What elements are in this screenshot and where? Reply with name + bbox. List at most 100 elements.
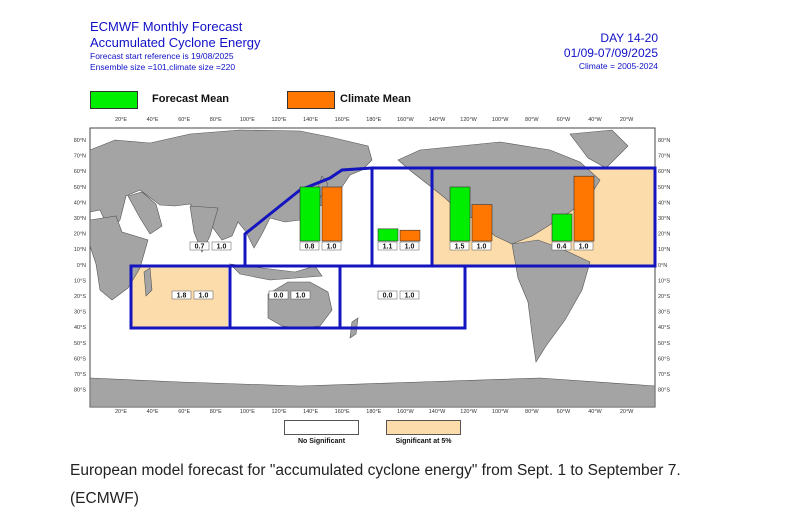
lat-label-right: 20°N [658, 232, 670, 238]
lon-label-top: 20°W [620, 117, 634, 123]
ratio-climate-label-box [399, 290, 420, 300]
legend-forecast-swatch [90, 91, 138, 109]
lon-label-top: 100°W [492, 117, 509, 123]
lon-label-top: 80°E [210, 117, 222, 123]
lat-label-left: 30°N [74, 216, 86, 222]
lat-label-left: 40°S [74, 325, 86, 331]
bar-marks [299, 175, 595, 242]
lon-label-bottom: 160°W [397, 409, 414, 415]
lon-label-bottom: 80°E [210, 409, 222, 415]
lat-label-right: 40°N [658, 200, 670, 206]
day-range: DAY 14-20 [600, 31, 658, 45]
legend-climate-swatch [287, 91, 335, 109]
ratio-forecast-label: 0.4 [557, 244, 567, 251]
bar-forecast [299, 186, 321, 242]
lat-label-right: 50°N [658, 185, 670, 191]
ace-map-chart: 20°E 40°E 60°E 80°E 100°E 120°E 140°E 160°E 180°… [74, 117, 671, 415]
lat-labels-right: 80°N 70°N 60°N 50°N 40°N 30°N 20°N 10°N 0°N 10°S 2… [658, 138, 670, 394]
bar-forecast [551, 213, 573, 242]
ratio-labels: 0.7 1.0 0.8 1.0 1.1 1.0 1.5 1.0 0.4 1.0 1.8 1.0 0.0 1… [171, 241, 594, 300]
ratio-forecast-label-box [551, 241, 572, 251]
ratio-climate-label: 1.0 [296, 293, 306, 300]
lat-label-left: 80°N [74, 138, 86, 144]
ratio-climate-label-box [321, 241, 342, 251]
legend-significant: Significant at 5% [386, 420, 461, 445]
lon-label-bottom: 100°W [492, 409, 509, 415]
lat-label-left: 0°N [77, 263, 86, 269]
lon-label-bottom: 60°E [178, 409, 190, 415]
land-indonesia [229, 263, 323, 281]
lon-label-bottom: 120°W [460, 409, 477, 415]
bar-climate [321, 186, 343, 242]
lon-label-bottom: 60°W [557, 409, 571, 415]
legend-forecast-label: Forecast Mean [152, 93, 230, 105]
ratio-climate-label-box [573, 241, 594, 251]
lon-label-bottom: 40°W [588, 409, 602, 415]
lon-label-top: 20°E [115, 117, 127, 123]
ratio-forecast-label-box [171, 290, 192, 300]
grid-labels: 20°E 40°E 60°E 80°E 100°E 120°E 140°E 160°E 180°… [74, 117, 671, 415]
ratio-climate-label-box [399, 241, 420, 251]
bar-forecast [449, 186, 471, 242]
ratio-climate-label: 1.0 [477, 244, 487, 251]
date-range: 01/09-07/09/2025 [563, 46, 658, 60]
ensemble-size: Ensemble size =101,climate size =220 [90, 62, 236, 72]
ratio-climate-label: 1.0 [405, 293, 415, 300]
land-antarctica [89, 377, 656, 408]
lon-label-bottom: 140°E [303, 409, 318, 415]
chart-header-right: DAY 14-20 01/09-07/09/2025 Climate = 200… [564, 31, 658, 72]
no-significant-swatch [284, 420, 359, 435]
lat-label-left: 30°S [74, 310, 86, 316]
lon-label-top: 160°W [397, 117, 414, 123]
lat-label-left: 10°N [74, 247, 86, 253]
lon-label-top: 40°E [147, 117, 159, 123]
lon-labels-bottom: 20°E 40°E 60°E 80°E 100°E 120°E 140°E 160°E 180°… [115, 409, 634, 415]
ratio-forecast-label: 0.7 [195, 244, 205, 251]
ratio-forecast-label: 0.0 [383, 293, 393, 300]
lat-label-right: 10°S [658, 278, 670, 284]
ratio-forecast-label-box [377, 241, 398, 251]
lon-label-bottom: 140°W [429, 409, 446, 415]
image-caption: European model forecast for "accumulated… [70, 462, 681, 507]
ratio-climate-label: 1.0 [405, 244, 415, 251]
lon-label-top: 140°E [303, 117, 318, 123]
lon-label-bottom: 120°E [271, 409, 286, 415]
lat-label-right: 0°N [658, 263, 667, 269]
significant-label: Significant at 5% [395, 438, 452, 445]
lat-label-right: 70°S [658, 372, 670, 378]
ratio-forecast-label-box [377, 290, 398, 300]
lat-label-left: 20°S [74, 294, 86, 300]
lat-label-right: 60°S [658, 356, 670, 362]
region-outlines [129, 166, 657, 330]
lon-label-top: 40°W [588, 117, 602, 123]
lat-label-right: 20°S [658, 294, 670, 300]
ratio-climate-label-box [290, 290, 311, 300]
ratio-forecast-label: 1.1 [383, 244, 393, 251]
lat-label-right: 10°N [658, 247, 670, 253]
no-significant-label: No Significant [297, 438, 346, 445]
chart-subtitle: Accumulated Cyclone Energy [90, 35, 261, 50]
lat-label-left: 80°S [74, 388, 86, 394]
lon-labels-top: 20°E 40°E 60°E 80°E 100°E 120°E 140°E 160°E 180°… [115, 117, 634, 123]
lon-label-top: 120°W [460, 117, 477, 123]
lat-labels-left: 80°N 70°N 60°N 50°N 40°N 30°N 20°N 10°N 0°N 10°S 2… [74, 138, 87, 394]
lon-label-bottom: 20°E [115, 409, 127, 415]
ratio-climate-label-box [471, 241, 492, 251]
lat-label-left: 10°S [74, 278, 86, 284]
lat-label-right: 40°S [658, 325, 670, 331]
lon-label-top: 60°W [557, 117, 571, 123]
chart-header-left: ECMWF Monthly Forecast Accumulated Cyclo… [90, 19, 261, 73]
chart-title: ECMWF Monthly Forecast [90, 19, 243, 34]
lon-label-bottom: 40°E [147, 409, 159, 415]
ratio-climate-label-box [193, 290, 214, 300]
ratio-forecast-label-box [189, 241, 210, 251]
ratio-forecast-label-box [268, 290, 289, 300]
lon-label-top: 100°E [240, 117, 255, 123]
ratio-forecast-label-box [299, 241, 320, 251]
lon-label-top: 120°E [271, 117, 286, 123]
lon-label-top: 160°E [335, 117, 350, 123]
ratio-climate-label: 1.0 [217, 244, 227, 251]
bar-climate [399, 229, 421, 242]
lat-label-left: 40°N [74, 200, 86, 206]
land-australia [267, 281, 333, 329]
